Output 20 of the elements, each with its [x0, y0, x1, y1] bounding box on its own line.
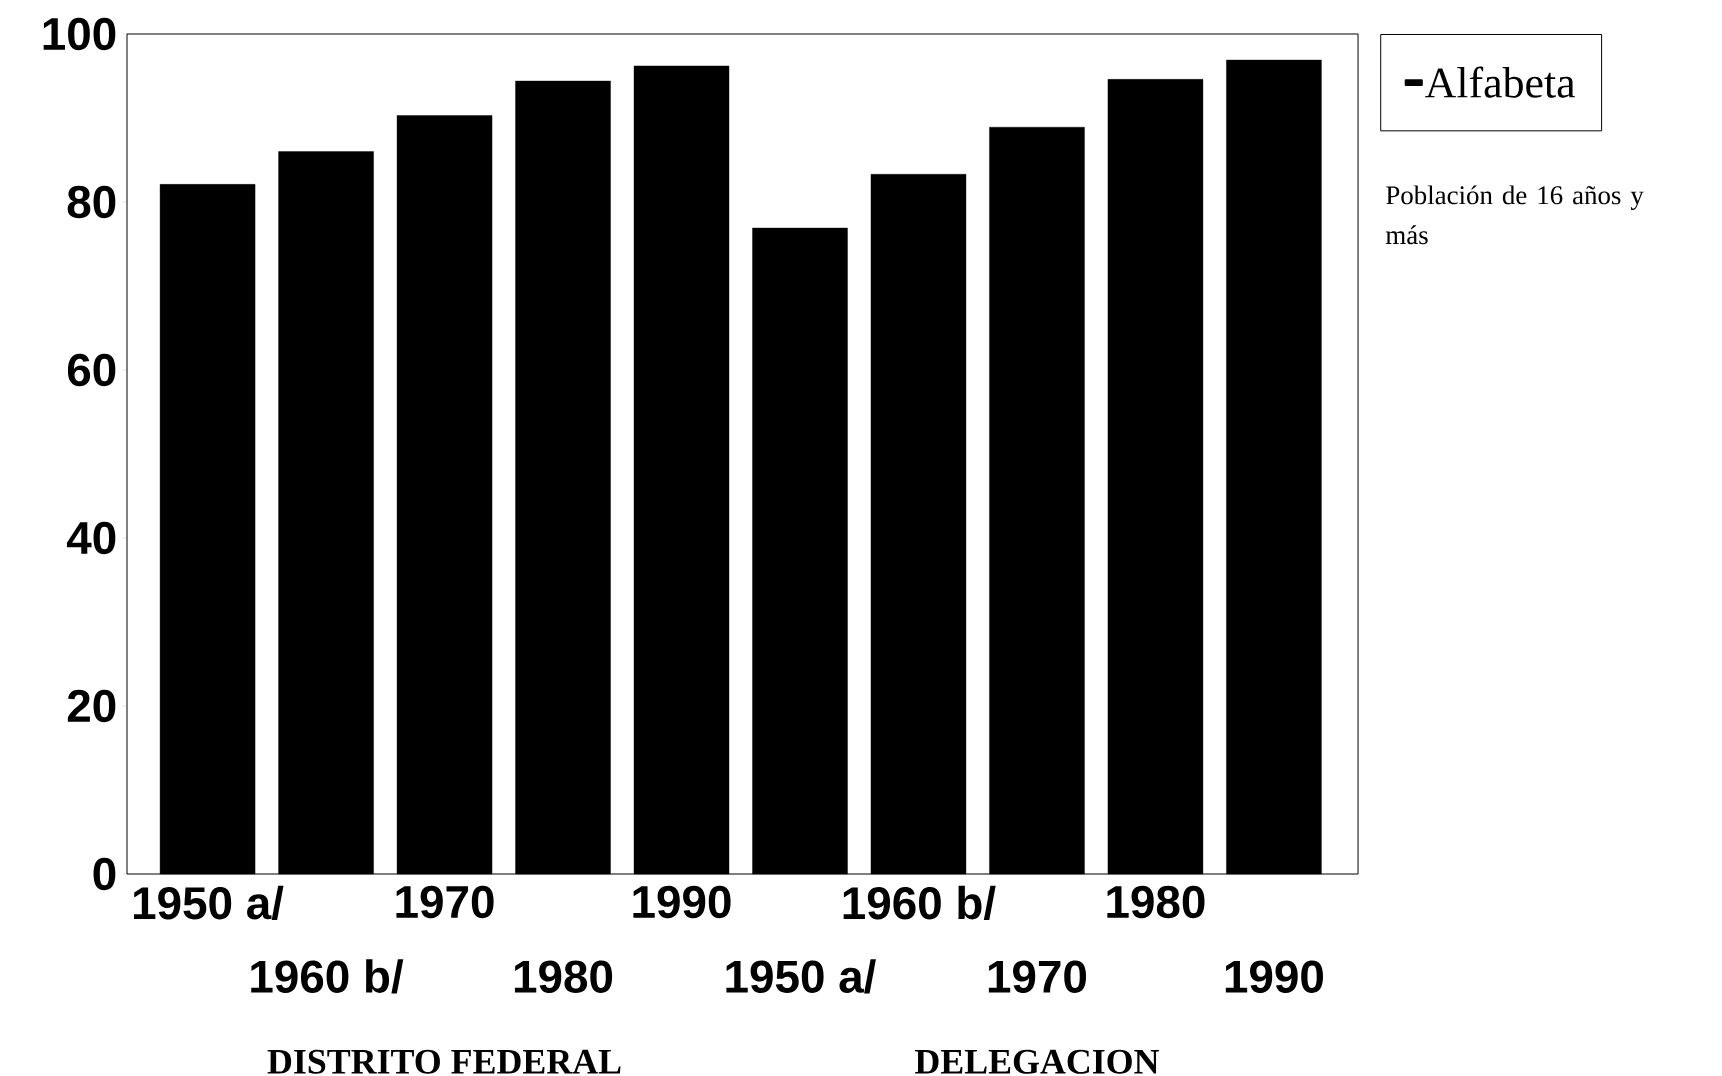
y-tick-label: 40 — [66, 521, 116, 555]
y-tick-label: 100 — [43, 17, 116, 51]
y-tick-label: 0 — [93, 857, 116, 891]
x-tick-label: 1990 — [1225, 960, 1323, 993]
x-tick-label: 1970 — [988, 960, 1087, 993]
x-tick-label: 1950 a/ — [134, 885, 284, 920]
x-tick-label: 1980 — [1107, 885, 1205, 919]
x-tick-label: 1980 — [514, 960, 613, 993]
legend-label: Alfabeta — [1425, 66, 1576, 98]
text: Población de 16 años y más — [1385, 185, 1644, 245]
text: DELEGACION — [915, 1049, 1160, 1074]
x-tick-label: 1990 — [633, 885, 731, 919]
text: DISTRITO FEDERAL — [267, 1049, 621, 1074]
y-tick-label: 60 — [67, 353, 116, 387]
x-tick-label: 1960 b/ — [843, 885, 996, 920]
x-tick-label: 1960 b/ — [251, 959, 404, 994]
x-tick-label: 1970 — [396, 885, 494, 919]
y-tick-label: 20 — [67, 689, 116, 723]
y-tick-label: 80 — [67, 185, 116, 219]
x-tick-label: 1950 a/ — [726, 959, 876, 994]
